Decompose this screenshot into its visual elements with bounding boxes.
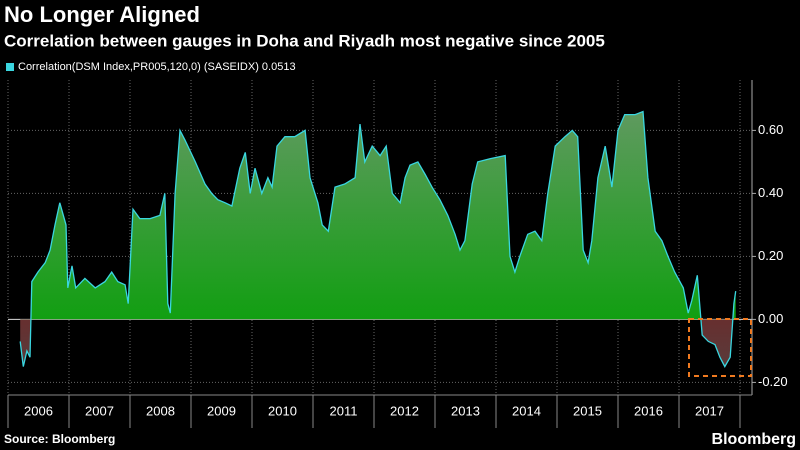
- plot: -0.20 0.00 0.20 0.40 0.60 2006 2007 2008 2009 201…: [7, 80, 788, 428]
- legend-label: Correlation(DSM Index,PR005,120,0) (SASE…: [18, 61, 296, 73]
- x-tick-label: 2012: [390, 403, 419, 418]
- y-tick-label: 0.60: [758, 122, 783, 137]
- brand: Bloomberg: [712, 431, 796, 448]
- source: Source: Bloomberg: [4, 432, 115, 446]
- x-tick-label: 2014: [512, 403, 541, 418]
- x-tick-label: 2017: [695, 403, 724, 418]
- x-tick-label: 2008: [146, 403, 175, 418]
- chart-title: No Longer Aligned: [4, 2, 200, 27]
- area-positive: [30, 111, 736, 320]
- x-tick-label: 2010: [268, 403, 297, 418]
- y-tick-label: 0.40: [758, 185, 783, 200]
- x-tick-label: 2009: [207, 403, 236, 418]
- x-tick-label: 2007: [85, 403, 114, 418]
- line: [19, 110, 737, 368]
- x-tick-label: 2011: [330, 403, 358, 418]
- y-tick-label: 0.20: [758, 248, 783, 263]
- x-tick-label: 2016: [634, 403, 663, 418]
- x-tick-label: 2015: [573, 403, 602, 418]
- y-tick-label: 0.00: [758, 311, 783, 326]
- x-tick-label: 2013: [451, 403, 480, 418]
- x-tick-label: 2006: [24, 403, 53, 418]
- chart-subtitle: Correlation between gauges in Doha and R…: [4, 31, 605, 50]
- highlight-box: [688, 318, 752, 377]
- y-tick-label: -0.20: [758, 374, 788, 389]
- legend-swatch: [6, 63, 14, 71]
